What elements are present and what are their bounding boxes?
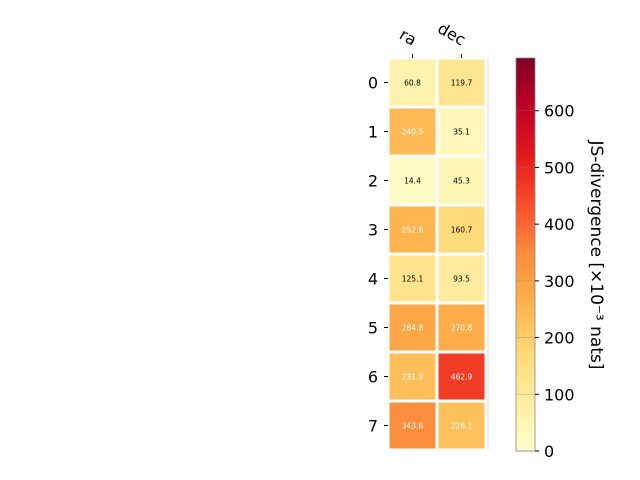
heatmap-cell-label-4-0: 125.1	[402, 275, 424, 284]
colorbar-tick-label-4: 400	[544, 215, 575, 234]
row-tick-label-5: 5	[368, 319, 378, 338]
column-axis: ra dec	[396, 19, 469, 58]
colorbar-label: JS-divergence [×10⁻³ nats]	[586, 140, 606, 370]
heatmap-cell-label-2-1: 45.3	[453, 177, 470, 186]
colorbar-tick-label-3: 300	[544, 272, 575, 291]
row-tick-label-3: 3	[368, 221, 378, 240]
heatmap-cell-label-6-0: 231.9	[402, 373, 424, 382]
row-tick-label-4: 4	[368, 270, 378, 289]
colorbar-tick-label-2: 200	[544, 329, 575, 348]
row-tick-label-0: 0	[368, 74, 378, 93]
colorbar-tick-label-5: 500	[544, 158, 575, 177]
colorbar-tick-label-1: 100	[544, 385, 575, 404]
heatmap-grid: 60.8 119.7 240.5 35.1 14.4 45.3 252.6 160.7 125.…	[386, 56, 489, 452]
heatmap-cell-label-0-1: 119.7	[451, 79, 473, 88]
heatmap-cell-label-5-1: 270.8	[451, 324, 473, 333]
heatmap-cell-label-3-0: 252.6	[402, 226, 424, 235]
column-tick-label-1: dec	[435, 19, 469, 50]
row-tick-label-2: 2	[368, 172, 378, 191]
heatmap-cell-1-1	[435, 105, 488, 158]
heatmap-cell-7-1	[435, 399, 488, 452]
row-tick-label-7: 7	[368, 417, 378, 436]
heatmap-cell-label-7-0: 343.6	[402, 422, 424, 431]
heatmap-cell-label-4-1: 93.5	[453, 275, 470, 284]
heatmap-cell-2-1	[435, 154, 488, 207]
heatmap-cell-label-3-1: 160.7	[451, 226, 473, 235]
heatmap-cell-label-1-1: 35.1	[453, 128, 470, 137]
heatmap-cell-label-6-1: 462.9	[451, 373, 473, 382]
column-tick-label-0: ra	[396, 25, 420, 50]
heatmap-cell-4-1	[435, 252, 488, 305]
heatmap-cell-label-2-0: 14.4	[404, 177, 421, 186]
heatmap-cell-label-1-0: 240.5	[402, 128, 424, 137]
colorbar-tick-label-0: 0	[544, 442, 554, 461]
row-tick-label-6: 6	[368, 368, 378, 387]
heatmap-cell-label-7-1: 226.1	[451, 422, 473, 431]
heatmap-cell-label-5-0: 284.8	[402, 324, 424, 333]
heatmap-cell-3-1	[435, 203, 488, 256]
row-axis: 0 1 2 3 4 5 6 7	[368, 74, 388, 436]
colorbar-gradient	[515, 57, 536, 452]
colorbar-tick-label-6: 600	[544, 102, 575, 121]
heatmap-cell-label-0-0: 60.8	[404, 79, 421, 88]
row-tick-label-1: 1	[368, 123, 378, 142]
colorbar: 0 100 200 300 400 500 600	[515, 57, 575, 461]
